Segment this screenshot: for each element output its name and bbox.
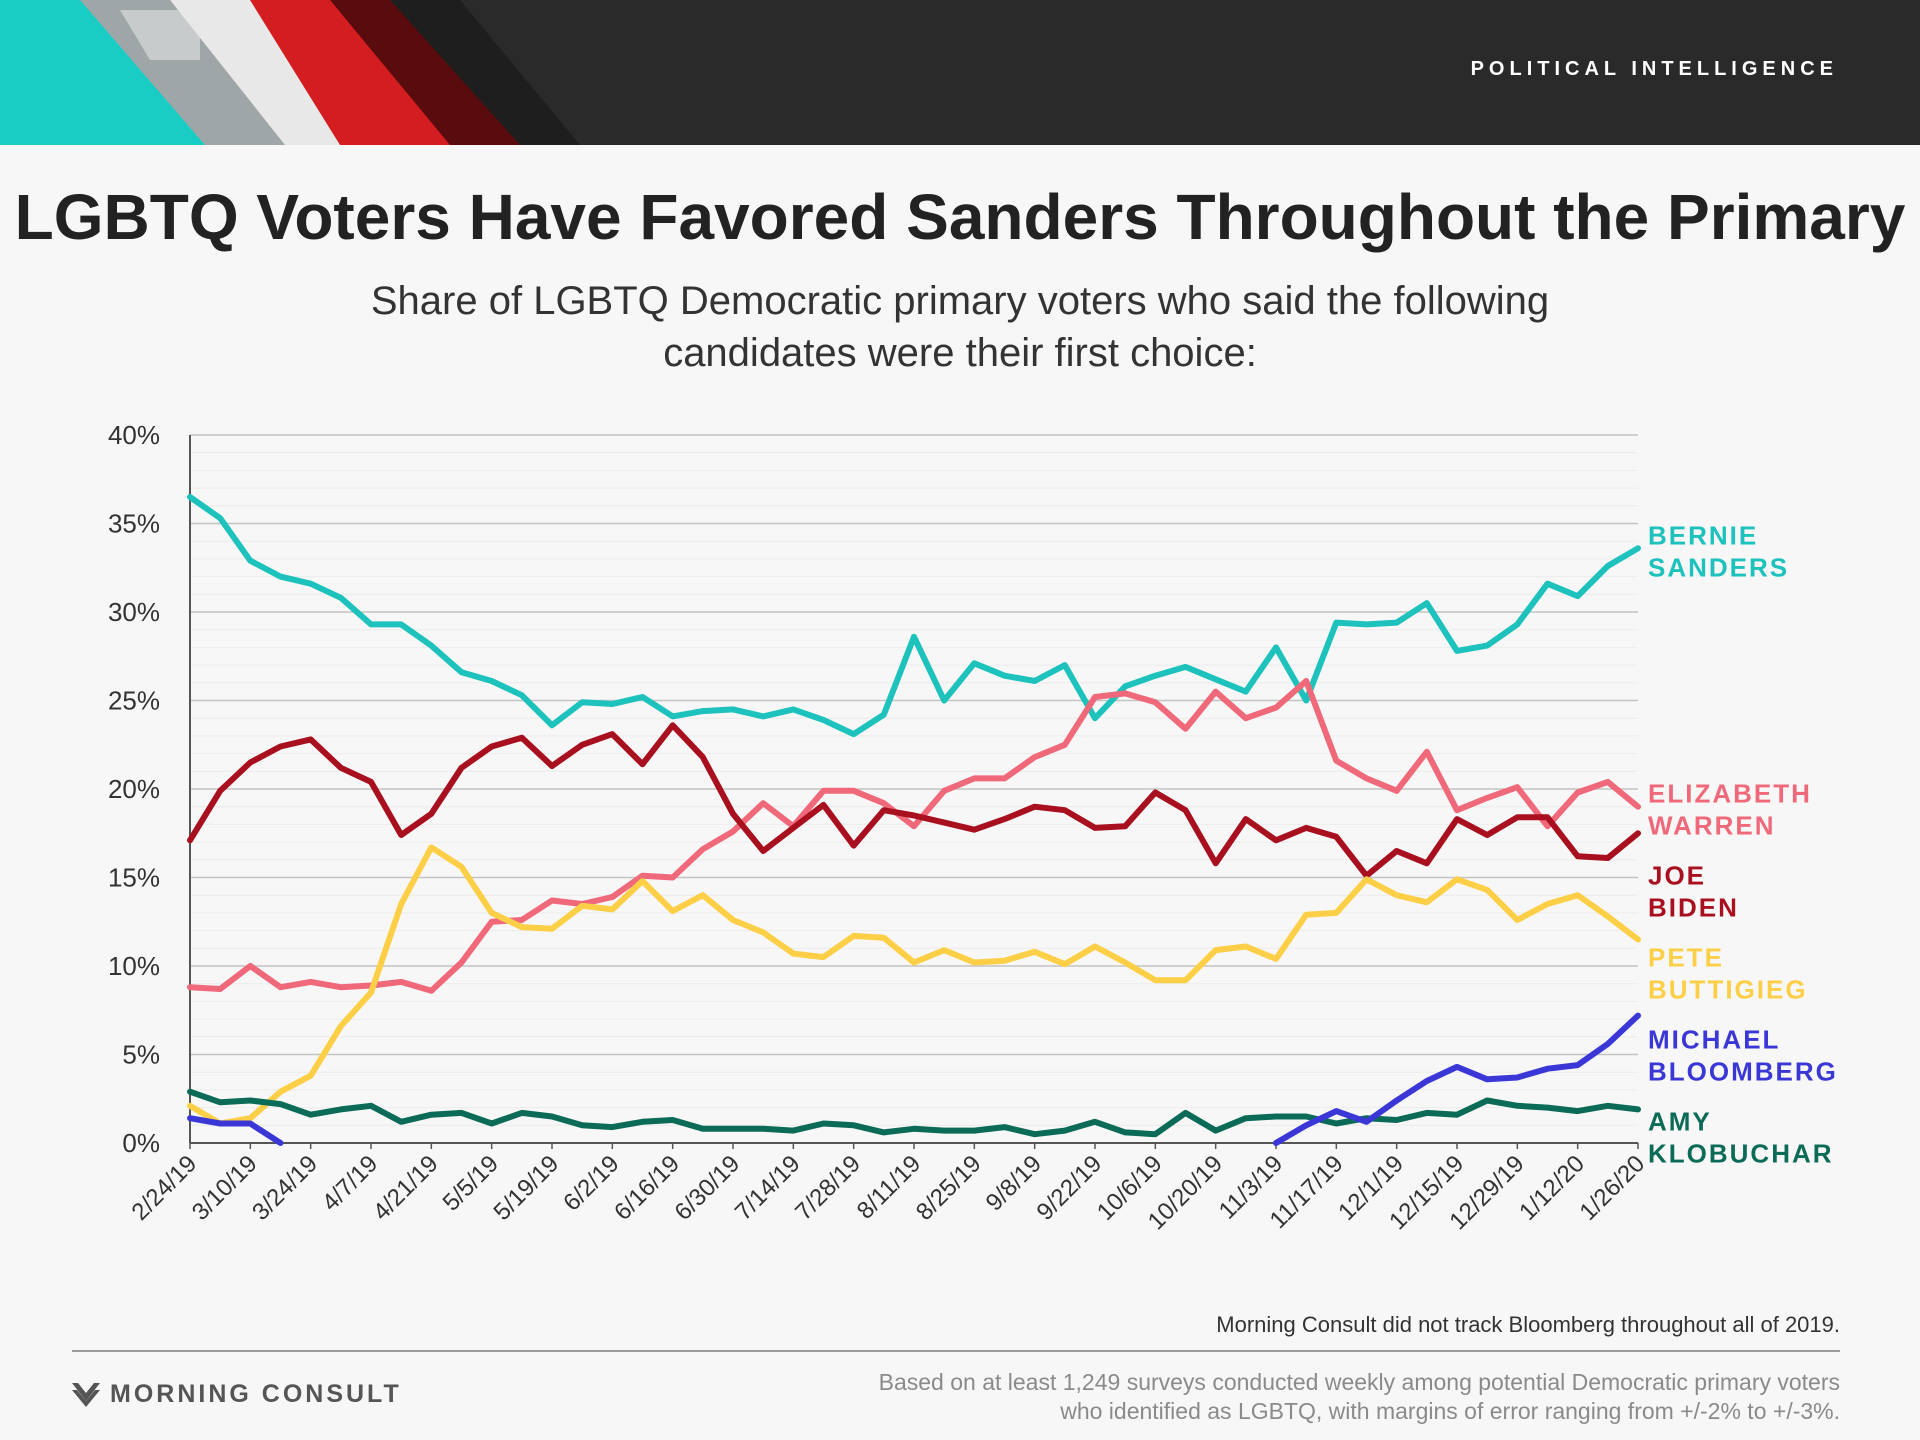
series-label-bloomberg: MICHAEL [1648, 1025, 1780, 1055]
series-label-klobuchar: AMY [1648, 1107, 1712, 1137]
series-line-klobuchar [187, 1088, 1641, 1138]
y-tick-label: 15% [108, 863, 160, 893]
source-note: Based on at least 1,249 surveys conducte… [878, 1369, 1840, 1424]
axes [189, 435, 1639, 1149]
header-label: POLITICAL INTELLIGENCE [1470, 58, 1838, 80]
series-label-biden: JOE [1648, 861, 1706, 891]
y-tick-label: 10% [108, 951, 160, 981]
footnote: Morning Consult did not track Bloomberg … [1216, 1312, 1840, 1337]
series-label-buttigieg: BUTTIGIEG [1648, 975, 1808, 1005]
y-tick-label: 20% [108, 774, 160, 804]
morning-consult-logo: MORNING CONSULT [72, 1380, 402, 1409]
x-tick-label: 1/26/20 [1575, 1150, 1651, 1226]
series-lines [187, 494, 1641, 1146]
x-tick-label: 6/30/19 [670, 1150, 746, 1226]
series-label-sanders: SANDERS [1648, 552, 1789, 582]
x-tick-label: 4/21/19 [368, 1150, 444, 1226]
footer-divider [72, 1350, 1840, 1352]
x-tick-label: 1/12/20 [1514, 1150, 1590, 1226]
y-tick-label: 5% [122, 1040, 160, 1070]
x-tick-label: 3/24/19 [247, 1150, 323, 1226]
morning-consult-logo-icon [72, 1382, 100, 1407]
chart-title: LGBTQ Voters Have Favored Sanders Throug… [14, 181, 1906, 253]
x-tick-labels: 2/24/193/10/193/24/194/7/194/21/195/5/19… [127, 1150, 1651, 1235]
series-label-warren: WARREN [1648, 811, 1776, 841]
series-label-klobuchar: KLOBUCHAR [1648, 1139, 1834, 1169]
series-label-biden: BIDEN [1648, 893, 1739, 923]
series-line-warren [187, 678, 1641, 994]
x-tick-label: 7/14/19 [730, 1150, 806, 1226]
header-banner: POLITICAL INTELLIGENCE [0, 0, 1920, 145]
x-tick-label: 2/24/19 [127, 1150, 203, 1226]
x-tick-label: 9/22/19 [1032, 1150, 1108, 1226]
x-tick-label: 7/28/19 [790, 1150, 866, 1226]
series-label-warren: ELIZABETH [1648, 779, 1812, 809]
y-tick-label: 35% [108, 509, 160, 539]
y-tick-label: 25% [108, 686, 160, 716]
logo-text: MORNING CONSULT [110, 1380, 402, 1408]
y-tick-label: 40% [108, 420, 160, 450]
x-tick-label: 6/16/19 [609, 1150, 685, 1226]
series-label-buttigieg: PETE [1648, 943, 1724, 973]
x-tick-label: 8/25/19 [911, 1150, 987, 1226]
x-tick-label: 5/19/19 [489, 1150, 565, 1226]
x-tick-label: 3/10/19 [187, 1150, 263, 1226]
series-label-sanders: BERNIE [1648, 520, 1758, 550]
chart-subtitle: Share of LGBTQ Democratic primary voters… [370, 279, 1550, 375]
series-line-sanders [187, 494, 1641, 738]
series-label-bloomberg: BLOOMBERG [1648, 1057, 1838, 1087]
x-tick-label: 8/11/19 [852, 1150, 926, 1224]
header-artwork [0, 0, 580, 145]
y-tick-labels: 0% 5% 10% 15% 20% 25% 30% 35% 40% [108, 420, 160, 1158]
series-line-buttigieg [187, 844, 1641, 1127]
series-line-bloomberg [187, 1012, 1641, 1146]
grid-lines [190, 434, 1638, 1144]
y-tick-label: 30% [108, 597, 160, 627]
series-line-biden [187, 722, 1641, 879]
y-tick-label: 0% [122, 1128, 160, 1158]
